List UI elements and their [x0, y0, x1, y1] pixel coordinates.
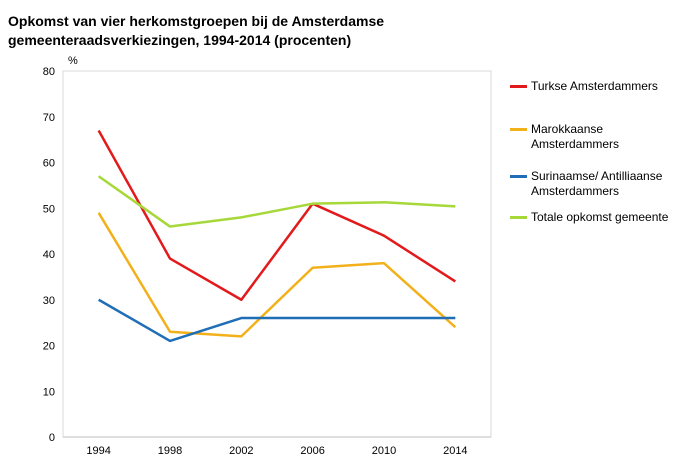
x-tick-label: 2006: [300, 445, 324, 457]
plot-frame: [62, 70, 492, 438]
y-tick-label: 60: [43, 158, 55, 170]
x-axis-ticks: 1994 1998 2002 2006 2010 2014: [86, 445, 467, 457]
legend-item: Surinaamse/ Antilliaanse Amsterdammers: [510, 169, 662, 199]
x-tick-label: 1998: [158, 445, 182, 457]
legend-label: Totale opkomst gemeente: [531, 210, 668, 225]
legend-label: Turkse Amsterdammers: [531, 79, 658, 94]
y-axis-ticks: 0 10 20 30 40 50 60 70 80: [43, 66, 55, 444]
legend-label-line: Marokkaanse: [531, 122, 604, 136]
y-tick-label: 70: [43, 112, 55, 124]
legend-swatch: [510, 216, 527, 219]
legend-item: Marokkaanse Amsterdammers: [510, 122, 619, 152]
y-tick-label: 20: [43, 341, 55, 353]
legend-swatch: [510, 175, 527, 178]
legend-swatch: [510, 128, 527, 131]
y-axis-label: %: [68, 55, 78, 67]
legend-label-line: Surinaamse/ Antilliaanse: [531, 169, 663, 183]
series-line-0: [97, 129, 457, 301]
legend-swatch: [510, 85, 527, 88]
legend-label-line: Amsterdammers: [531, 184, 620, 198]
x-tick-label: 1994: [86, 445, 110, 457]
series-line-3: [97, 175, 456, 228]
y-tick-label: 40: [43, 249, 55, 261]
x-tick-label: 2010: [372, 445, 396, 457]
legend-label-line: Amsterdammers: [531, 137, 620, 151]
y-tick-label: 50: [43, 203, 55, 215]
series-line-1: [97, 212, 457, 338]
legend-item: Turkse Amsterdammers: [510, 79, 658, 94]
legend-label-line: Totale opkomst gemeente: [531, 210, 669, 224]
legend-label: Surinaamse/ Antilliaanse Amsterdammers: [531, 169, 662, 199]
legend-label: Marokkaanse Amsterdammers: [531, 122, 619, 152]
chart-title: Opkomst van vier herkomstgroepen bij de …: [8, 13, 385, 48]
legend-item: Totale opkomst gemeente: [510, 210, 668, 225]
x-tick-label: 2002: [229, 445, 253, 457]
y-tick-label: 0: [49, 432, 55, 444]
x-tick-label: 2014: [443, 445, 467, 457]
y-tick-label: 10: [43, 386, 55, 398]
legend-label-line: Turkse Amsterdammers: [531, 79, 658, 93]
y-tick-label: 80: [43, 66, 55, 78]
series-lines: [97, 129, 457, 343]
series-line-2: [98, 298, 456, 343]
y-tick-label: 30: [43, 295, 55, 307]
